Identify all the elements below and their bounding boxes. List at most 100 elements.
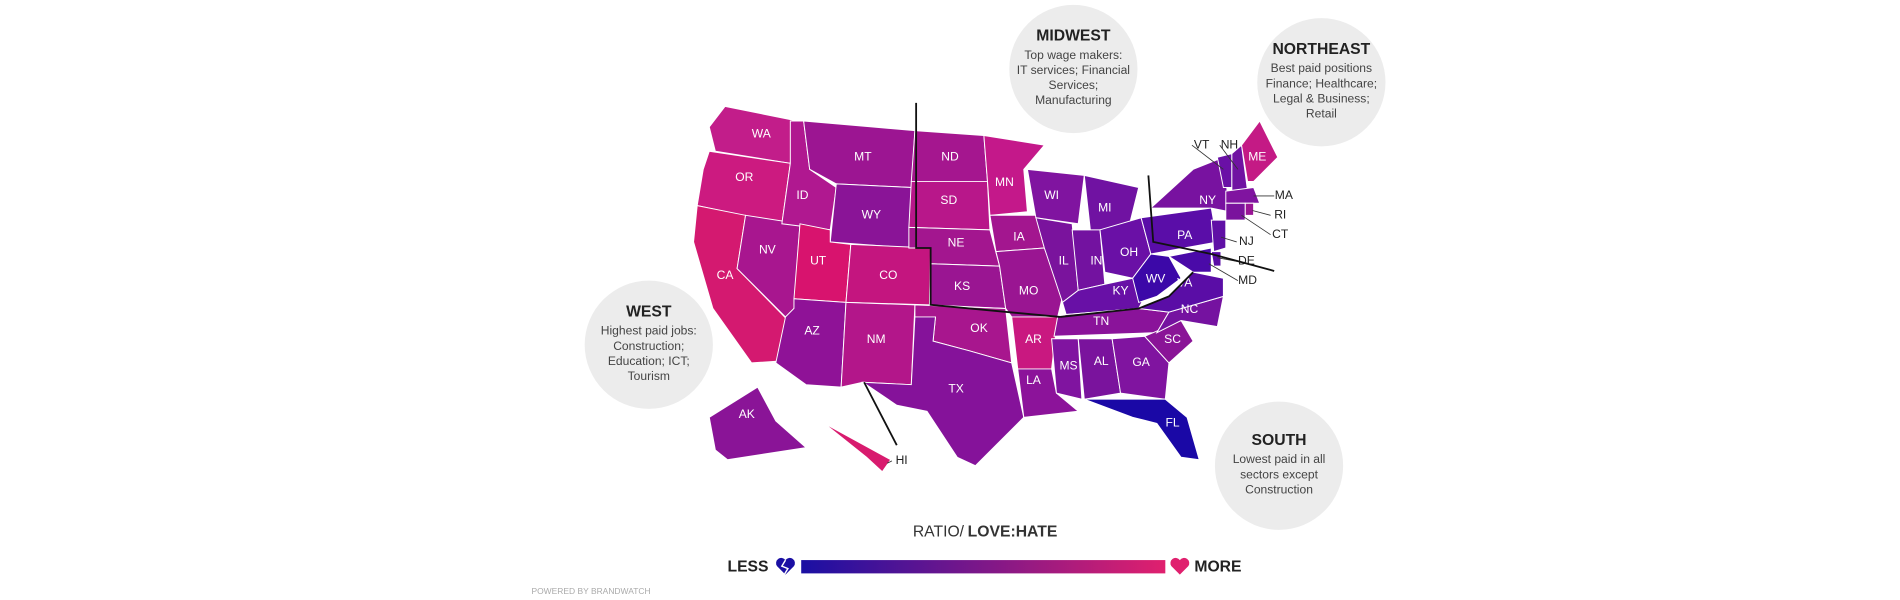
state-label: NM (867, 332, 886, 346)
state-label: MA (1275, 188, 1294, 202)
region-text: Construction (1245, 482, 1313, 496)
state-label: AK (739, 407, 755, 421)
region-text: Finance; Healthcare; (1266, 76, 1377, 90)
region-title: NORTHEAST (1272, 41, 1370, 58)
leader-line (1191, 144, 1224, 170)
state-label: TN (1093, 314, 1109, 328)
state-label: SD (940, 193, 957, 207)
region-title: WEST (626, 303, 672, 320)
state-label: VA (1177, 275, 1193, 289)
state (1241, 120, 1279, 182)
state (1017, 368, 1080, 418)
state-label: FL (1166, 416, 1180, 430)
state-label: IL (1059, 253, 1069, 267)
leader-line (886, 460, 893, 464)
legend: RATIO/LOVE:HATE LESS MORE (727, 523, 1241, 575)
state-label: ND (941, 149, 959, 163)
region-border (915, 102, 1061, 318)
leader-line (1208, 263, 1239, 282)
region-text: Highest paid jobs: (601, 324, 697, 338)
state-label: WY (862, 208, 881, 222)
state (823, 422, 892, 473)
state-label: VT (1194, 137, 1210, 151)
state-label: ME (1248, 149, 1266, 163)
state-label: NE (948, 235, 965, 249)
state-label: NH (1221, 137, 1238, 151)
region-text: Retail (1306, 107, 1337, 121)
legend-emphasis: LOVE:HATE (968, 523, 1058, 540)
state-label: MO (1019, 284, 1038, 298)
legend-less: LESS (727, 558, 768, 575)
region-border (863, 381, 898, 446)
state-label: IN (1090, 253, 1102, 267)
state-label: MS (1059, 359, 1077, 373)
gradient-bar (801, 560, 1166, 574)
state (1155, 295, 1225, 334)
state-label: MI (1098, 200, 1111, 214)
state (1051, 338, 1083, 400)
state-label: LA (1026, 373, 1042, 387)
state (1111, 335, 1170, 400)
state-label: IA (1013, 229, 1025, 243)
region-text: sectors except (1240, 467, 1319, 481)
state-label: PA (1177, 228, 1193, 242)
region-circle (1009, 4, 1138, 134)
state (1244, 202, 1255, 216)
state-label: CT (1272, 227, 1289, 241)
region-text: IT services; Financial (1017, 63, 1130, 77)
region-text: Manufacturing (1035, 93, 1112, 107)
region-border (1147, 175, 1275, 272)
state-label: KY (1113, 284, 1129, 298)
region-text: Tourism (628, 369, 670, 383)
state-label: TX (948, 382, 963, 396)
leader-line (1252, 210, 1271, 216)
state-label: CO (879, 268, 897, 282)
state-label: SC (1164, 332, 1181, 346)
state-label: WI (1044, 188, 1059, 202)
state-label: RI (1274, 208, 1286, 222)
leader-line (1220, 236, 1237, 243)
region-circle (1214, 401, 1344, 530)
heart-icon (1170, 557, 1190, 575)
state-label: MT (854, 149, 872, 163)
legend-more: MORE (1194, 558, 1241, 575)
region-text: Construction; (613, 339, 684, 353)
state-label: HI (896, 453, 908, 467)
region-circle (584, 280, 713, 409)
heart-crack (780, 559, 789, 575)
region-text: Lowest paid in all (1233, 452, 1326, 466)
state (1026, 168, 1085, 225)
state-label: NC (1181, 302, 1199, 316)
state (861, 316, 1025, 467)
state-label: CA (717, 268, 735, 282)
credit: POWERED BY BRANDWATCH (531, 586, 650, 596)
state-label: AZ (804, 324, 819, 338)
state-label: WA (752, 126, 772, 140)
region-border (1059, 271, 1194, 318)
state-label: OR (735, 170, 753, 184)
state (1210, 219, 1227, 253)
state (1225, 202, 1246, 221)
legend-prefix: RATIO/ (913, 523, 965, 540)
broken-heart-icon (776, 557, 795, 575)
state-label: AL (1094, 354, 1109, 368)
region-title: SOUTH (1252, 432, 1307, 449)
state-label: AR (1025, 332, 1042, 346)
state-label: KS (954, 279, 970, 293)
regions: MIDWEST Top wage makers:IT services; Fina… (584, 4, 1386, 530)
legend-title: RATIO/LOVE:HATE (913, 523, 1058, 540)
state-label: NJ (1239, 234, 1254, 248)
region-title: MIDWEST (1036, 27, 1111, 44)
states: WA OR CA NV ID MT WY UT CO AZ NM ND SD NE KS OK TX MN IA MO… (693, 105, 1294, 473)
state-label: NY (1199, 193, 1216, 207)
state-label: MN (995, 175, 1014, 189)
state (1084, 398, 1200, 461)
state (708, 386, 808, 461)
state-label: NV (759, 243, 776, 257)
region-circle (1257, 18, 1386, 147)
region-text: Legal & Business; (1273, 91, 1370, 105)
state-label: GA (1132, 355, 1150, 369)
state-label: MD (1238, 273, 1257, 287)
